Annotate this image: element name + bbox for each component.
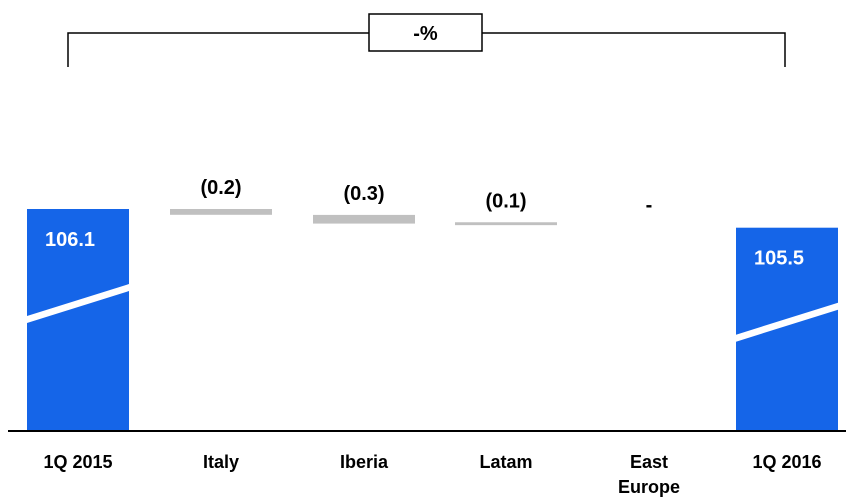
- category-label-1q-2016: 1Q 2016: [752, 452, 821, 472]
- category-label-latam: Latam: [479, 452, 532, 472]
- category-label-east-europe-2: Europe: [618, 477, 680, 497]
- bar-1q-2015: [27, 209, 129, 431]
- axis-break-1q-2016: [736, 302, 838, 342]
- value-label-1q-2015: 106.1: [45, 229, 95, 251]
- category-label-1q-2015: 1Q 2015: [43, 452, 112, 472]
- value-label-1q-2016: 105.5: [754, 248, 804, 270]
- value-label-latam: (0.1): [485, 190, 526, 212]
- bar-1q-2016: [736, 227, 838, 431]
- category-label-iberia: Iberia: [340, 452, 389, 472]
- value-label-italy: (0.2): [200, 177, 241, 199]
- annotation-box: [368, 13, 483, 52]
- value-label-east-europe: -: [646, 195, 653, 217]
- bar-latam: [455, 222, 557, 226]
- annotation-label: -%: [413, 23, 438, 45]
- bracket-line: [67, 32, 786, 67]
- category-label-east-europe-1: East: [630, 452, 668, 472]
- axis-break-1q-2015: [27, 284, 129, 323]
- value-label-iberia: (0.3): [343, 183, 384, 205]
- category-label-italy: Italy: [203, 452, 239, 472]
- bar-iberia: [313, 214, 415, 224]
- bar-italy: [170, 209, 272, 215]
